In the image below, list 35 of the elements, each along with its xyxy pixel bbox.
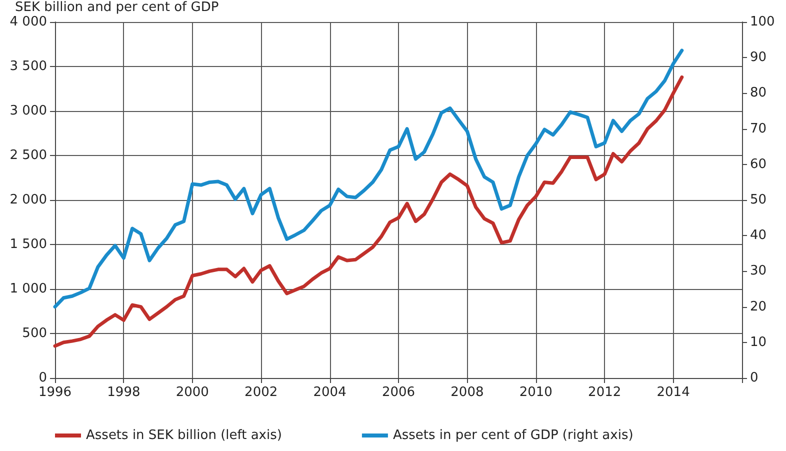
x-tick-label: 2002 <box>244 385 278 400</box>
y2-tick-label: 60 <box>750 156 767 172</box>
x-tick-label: 2000 <box>176 385 209 400</box>
legend-label: Assets in SEK billion (left axis) <box>86 428 282 443</box>
x-tick-label: 2006 <box>382 385 416 400</box>
x-tick-label: 2012 <box>588 385 622 400</box>
x-tick-label: 1998 <box>107 385 140 400</box>
line-series <box>53 75 684 348</box>
y2-tick-label: 80 <box>750 86 767 101</box>
y-tick-label: 1 000 <box>10 282 47 296</box>
y2-tick-label: 40 <box>750 228 767 244</box>
y-axis-title: SEK billion and per cent of GDP <box>15 0 219 15</box>
y2-tick-label: 90 <box>750 50 767 66</box>
legend-label: Assets in per cent of GDP (right axis) <box>392 428 634 443</box>
x-tick-label: 2004 <box>313 385 346 400</box>
y-tick-label: 3 500 <box>10 59 47 74</box>
y2-tick-label: 10 <box>750 334 767 350</box>
y-tick-label: 3 000 <box>10 104 47 118</box>
y2-tick-label: 50 <box>750 192 767 208</box>
x-tick-label: 1996 <box>38 385 72 400</box>
y2-tick-label: 100 <box>750 14 775 30</box>
y2-tick-label: 20 <box>750 299 767 314</box>
y-tick-label: 500 <box>22 326 47 341</box>
y2-tick-label: 70 <box>750 121 767 136</box>
x-tick-label: 2008 <box>450 385 484 400</box>
x-tick-label: 2014 <box>656 385 690 400</box>
y2-tick-label: 30 <box>750 264 767 279</box>
y-tick-label: 1 500 <box>10 237 47 252</box>
line-series <box>53 48 684 309</box>
y-tick-label: 0 <box>38 370 47 386</box>
y-tick-label: 2 500 <box>10 148 47 163</box>
y-tick-label: 4 000 <box>10 14 47 30</box>
x-tick-label: 2010 <box>519 385 552 400</box>
y2-tick-label: 0 <box>750 370 758 386</box>
y-tick-label: 2 000 <box>10 192 47 208</box>
